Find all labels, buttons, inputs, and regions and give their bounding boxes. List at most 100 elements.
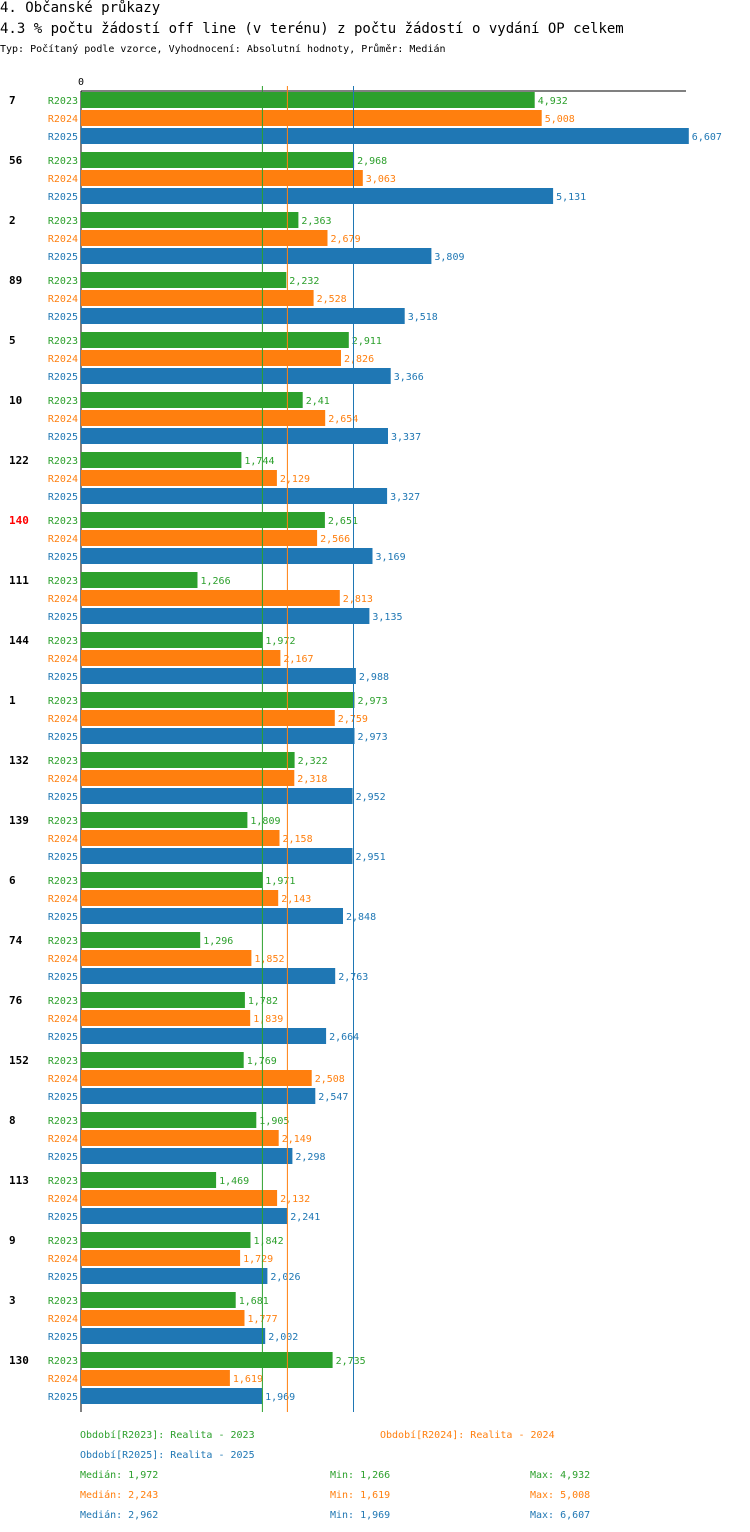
series-label: R2025 [48,972,78,983]
bar [81,1232,251,1248]
bar [81,1148,293,1164]
data-label: 2,973 [358,696,388,707]
bar [81,908,343,924]
legend-max: Max: 6,607 [530,1510,590,1521]
bar [81,290,314,306]
series-label: R2023 [48,876,78,887]
bar [81,1112,257,1128]
data-label: 2,826 [344,354,374,365]
series-label: R2025 [48,1092,78,1103]
data-label: 2,654 [328,414,358,425]
data-label: 2,143 [281,894,311,905]
bar [81,932,201,948]
bar [81,848,353,864]
series-label: R2024 [48,414,78,425]
bar [81,650,281,666]
data-label: 2,129 [280,474,310,485]
series-label: R2023 [48,816,78,827]
series-label: R2023 [48,516,78,527]
category-label: 56 [9,154,23,167]
series-label: R2024 [48,834,78,845]
series-label: R2025 [48,192,78,203]
bar [81,590,340,606]
bar [81,872,263,888]
series-label: R2024 [48,1254,78,1265]
legend-period-r2025: Období[R2025]: Realita - 2025 [80,1449,255,1461]
series-label: R2025 [48,672,78,683]
category-label: 76 [9,994,23,1007]
legend-min: Min: 1,619 [330,1490,390,1501]
bar [81,188,554,204]
bar [81,728,355,744]
axis-zero-label: 0 [78,77,84,88]
category-label: 8 [9,1114,16,1127]
data-label: 2,951 [356,852,386,863]
data-label: 2,848 [346,912,376,923]
series-label: R2025 [48,492,78,503]
category-label: 2 [9,214,16,227]
data-label: 3,337 [391,432,421,443]
series-label: R2024 [48,594,78,605]
series-label: R2025 [48,852,78,863]
bar [81,992,245,1008]
bar [81,710,335,726]
category-label: 139 [9,814,29,827]
data-label: 1,744 [244,456,274,467]
series-label: R2023 [48,756,78,767]
data-label: 2,167 [283,654,313,665]
data-label: 3,809 [434,252,464,263]
data-label: 2,026 [270,1272,300,1283]
bar [81,548,373,564]
series-label: R2024 [48,294,78,305]
legend-period-r2024: Období[R2024]: Realita - 2024 [380,1429,555,1441]
bar [81,788,353,804]
bar [81,812,248,828]
bar [81,110,542,126]
data-label: 2,322 [298,756,328,767]
bar [81,248,432,264]
bar [81,332,349,348]
series-label: R2023 [48,336,78,347]
series-label: R2024 [48,774,78,785]
bar [81,212,299,228]
data-label: 5,008 [545,114,575,125]
data-label: 2,002 [268,1332,298,1343]
bar [81,890,279,906]
category-label: 6 [9,874,16,887]
bar [81,272,287,288]
series-label: R2025 [48,432,78,443]
series-label: R2024 [48,1374,78,1385]
series-label: R2023 [48,636,78,647]
category-label: 144 [9,634,29,647]
bar [81,770,295,786]
category-label: 7 [9,94,16,107]
series-label: R2024 [48,894,78,905]
series-label: R2025 [48,1152,78,1163]
data-label: 1,809 [250,816,280,827]
bar [81,350,341,366]
bar [81,470,277,486]
series-label: R2023 [48,936,78,947]
series-label: R2025 [48,1272,78,1283]
series-label: R2024 [48,474,78,485]
legend-min: Min: 1,266 [330,1470,390,1481]
data-label: 1,971 [265,876,295,887]
series-label: R2023 [48,276,78,287]
series-label: R2023 [48,456,78,467]
data-label: 3,135 [372,612,402,623]
series-label: R2025 [48,552,78,563]
legend-period-r2023: Období[R2023]: Realita - 2023 [80,1429,255,1441]
data-label: 1,619 [233,1374,263,1385]
bar [81,128,689,144]
series-label: R2024 [48,1194,78,1205]
bar [81,92,535,108]
series-label: R2023 [48,96,78,107]
data-label: 6,607 [692,132,722,143]
bar [81,410,326,426]
category-label: 3 [9,1294,16,1307]
data-label: 2,508 [315,1074,345,1085]
series-label: R2024 [48,114,78,125]
bar [81,1088,316,1104]
category-label: 1 [9,694,16,707]
